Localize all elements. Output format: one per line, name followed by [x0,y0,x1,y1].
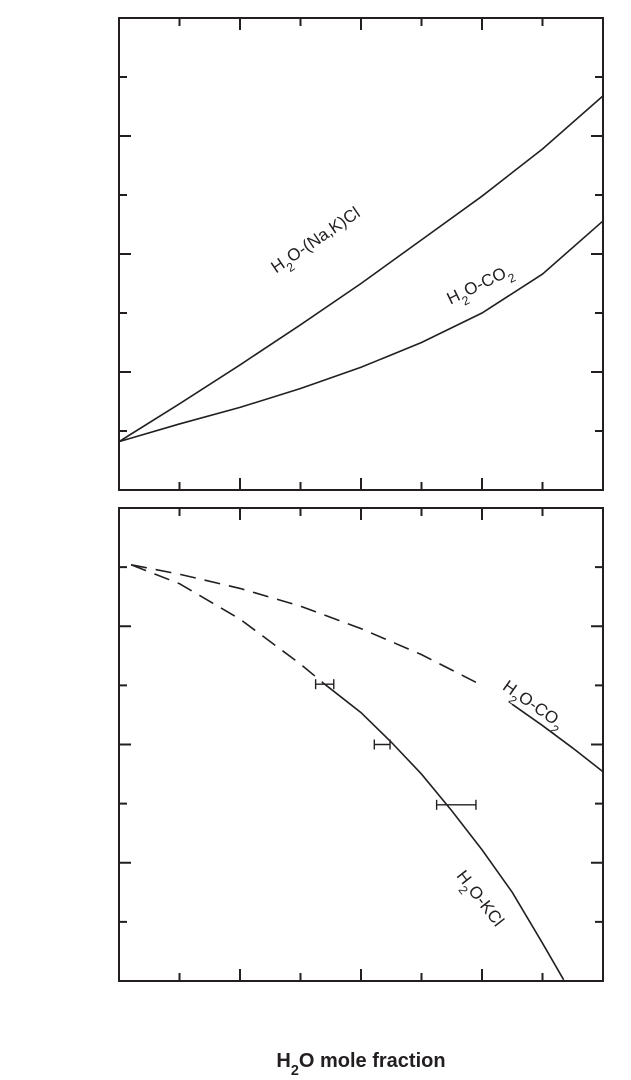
panel-b: H2O-CO2 H2O-KCl [118,507,604,982]
error-bar [435,799,477,810]
series-line-solid [511,703,604,773]
series-line [118,220,604,443]
error-bar [373,739,391,750]
series-line-dashed [130,564,326,685]
series-label: H2O-CO2 [444,260,518,313]
series-line [118,95,604,443]
series-label: H2O-KCl [448,867,508,934]
plot-frame [118,507,604,982]
series-line-dashed [130,563,483,687]
series-line-solid [324,683,565,981]
plot-frame [118,17,604,491]
panel-a: H2O-(Na,K)Cl H2O-CO2 [118,17,604,491]
error-bar [314,679,335,690]
series-label: H2O-CO2 [496,677,568,738]
series-label: H2O-(Na,K)Cl [268,203,367,282]
x-axis-label: H2O mole fraction [276,1050,445,1079]
